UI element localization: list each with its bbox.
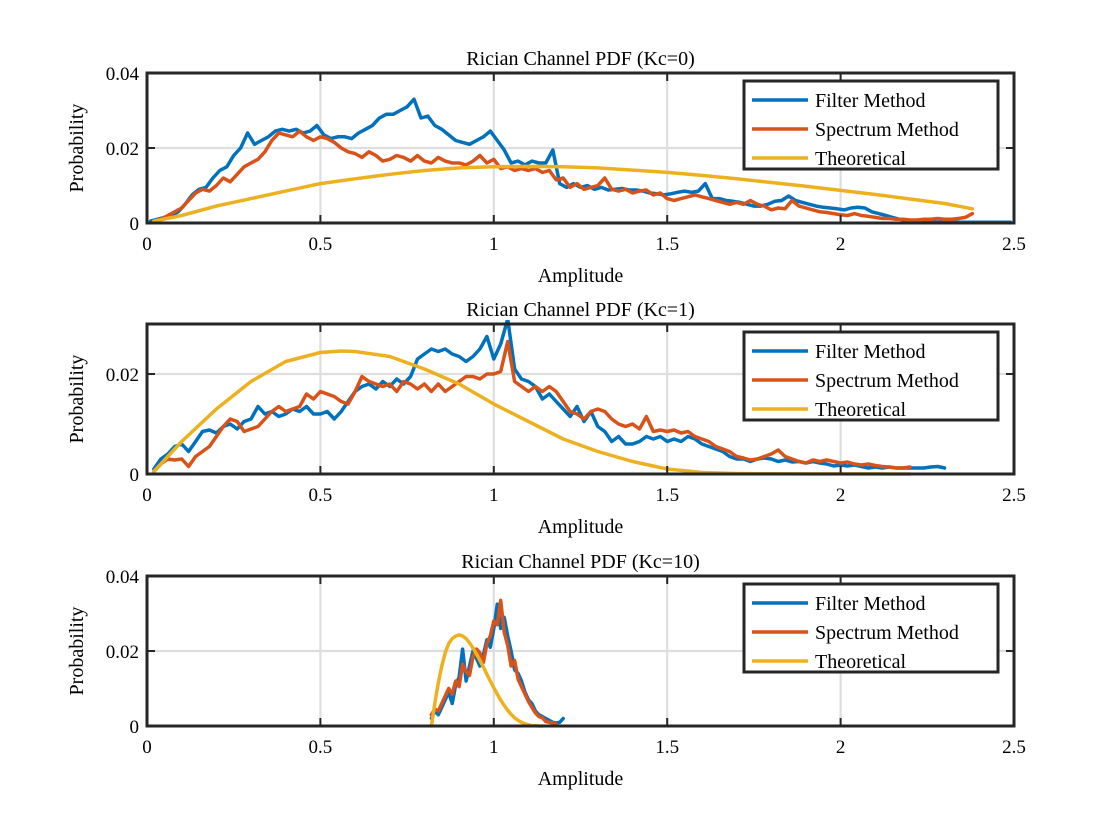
x-tick-label: 0.5 bbox=[309, 737, 333, 758]
series-line-theoretical bbox=[429, 633, 545, 728]
subplot-kc1: 0 0.5 1 1.5 2 2.5 0 0.02 Rician Channel PDF (Kc… bbox=[66, 299, 1026, 538]
ticks: 0 0.5 1 1.5 2 2.5 0 0.02 0.04 bbox=[106, 64, 1026, 255]
y-tick-label: 0 bbox=[130, 214, 140, 235]
ticks: 0 0.5 1 1.5 2 2.5 0 0.02 bbox=[106, 324, 1026, 506]
legend: Filter Method Spectrum Method Theoretica… bbox=[742, 79, 1000, 171]
x-axis-label: Amplitude bbox=[538, 768, 624, 790]
legend-label-theoretical: Theoretical bbox=[815, 399, 906, 421]
y-tick-label: 0.02 bbox=[106, 365, 139, 386]
x-tick-label: 0 bbox=[142, 234, 152, 255]
legend-label-spectrum-method: Spectrum Method bbox=[815, 622, 959, 644]
series-line-spectrum-method bbox=[152, 129, 975, 223]
series-layer bbox=[429, 598, 565, 728]
legend-label-filter-method: Filter Method bbox=[815, 593, 926, 615]
x-tick-label: 1.5 bbox=[655, 737, 679, 758]
chart-title: Rician Channel PDF (Kc=0) bbox=[466, 48, 694, 70]
subplot-kc0: 0 0.5 1 1.5 2 2.5 0 0.02 0.04 Rician Channel PDF… bbox=[66, 48, 1026, 287]
y-axis-label: Probability bbox=[66, 607, 88, 696]
y-axis-label: Probability bbox=[66, 355, 88, 444]
x-axis-label: Amplitude bbox=[538, 516, 624, 538]
subplot-kc10: 0 0.5 1 1.5 2 2.5 0 0.02 0.04 Rician Channel PDF… bbox=[66, 551, 1026, 790]
y-tick-label: 0.02 bbox=[106, 139, 139, 160]
legend-label-theoretical: Theoretical bbox=[815, 651, 906, 673]
y-axis-label: Probability bbox=[66, 104, 88, 193]
chart-title: Rician Channel PDF (Kc=10) bbox=[461, 551, 699, 573]
x-tick-label: 2.5 bbox=[1002, 737, 1026, 758]
x-tick-label: 1 bbox=[489, 737, 499, 758]
x-tick-label: 2 bbox=[836, 234, 846, 255]
series-line-spectrum-method bbox=[429, 598, 558, 726]
x-tick-label: 2.5 bbox=[1002, 485, 1026, 506]
x-tick-label: 2 bbox=[836, 485, 846, 506]
series-layer bbox=[148, 97, 1013, 225]
x-tick-label: 0 bbox=[142, 485, 152, 506]
legend-label-spectrum-method: Spectrum Method bbox=[815, 119, 959, 141]
x-tick-label: 0 bbox=[142, 737, 152, 758]
legend-frame bbox=[742, 582, 1000, 674]
x-tick-label: 2 bbox=[836, 737, 846, 758]
legend-frame bbox=[742, 330, 1000, 422]
legend-label-theoretical: Theoretical bbox=[815, 148, 906, 170]
ticks: 0 0.5 1 1.5 2 2.5 0 0.02 0.04 bbox=[106, 567, 1026, 758]
legend-label-filter-method: Filter Method bbox=[815, 90, 926, 112]
x-axis-label: Amplitude bbox=[538, 265, 624, 287]
y-tick-label: 0.02 bbox=[106, 642, 139, 663]
x-tick-label: 0.5 bbox=[309, 485, 333, 506]
plot-area-frame bbox=[145, 322, 1016, 476]
x-tick-label: 1.5 bbox=[655, 234, 679, 255]
y-tick-label: 0.04 bbox=[106, 567, 140, 588]
legend-label-spectrum-method: Spectrum Method bbox=[815, 370, 959, 392]
x-tick-label: 1 bbox=[489, 234, 499, 255]
y-tick-label: 0.04 bbox=[106, 64, 140, 85]
legend: Filter Method Spectrum Method Theoretica… bbox=[742, 582, 1000, 674]
series-line-theoretical bbox=[152, 164, 975, 223]
legend-frame bbox=[742, 79, 1000, 171]
x-tick-label: 1.5 bbox=[655, 485, 679, 506]
y-tick-label: 0 bbox=[130, 717, 140, 738]
legend-label-filter-method: Filter Method bbox=[815, 341, 926, 363]
x-tick-label: 0.5 bbox=[309, 234, 333, 255]
legend: Filter Method Spectrum Method Theoretica… bbox=[742, 330, 1000, 422]
x-tick-label: 1 bbox=[489, 485, 499, 506]
x-tick-label: 2.5 bbox=[1002, 234, 1026, 255]
y-tick-label: 0 bbox=[130, 465, 140, 486]
chart-title: Rician Channel PDF (Kc=1) bbox=[466, 299, 694, 321]
series-line-spectrum-method bbox=[152, 339, 912, 474]
